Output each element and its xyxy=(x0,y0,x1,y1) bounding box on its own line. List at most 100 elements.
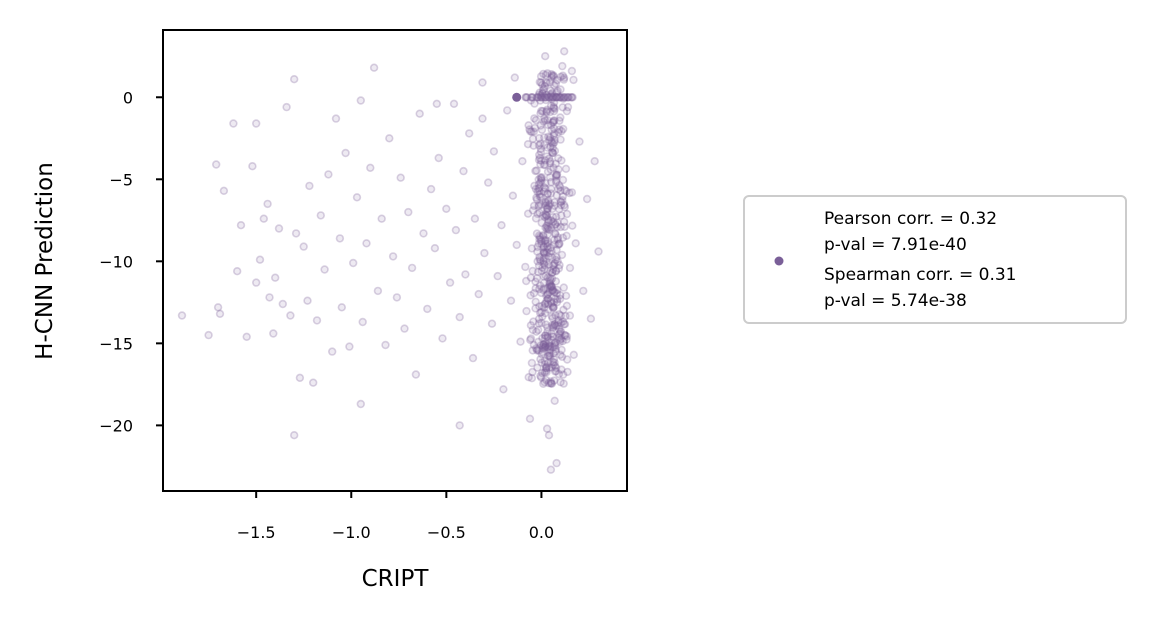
scatter-point xyxy=(547,71,557,80)
scatter-point xyxy=(538,263,547,272)
scatter-point xyxy=(540,93,549,102)
scatter-point xyxy=(561,311,570,321)
scatter-point xyxy=(526,291,535,300)
scatter-point xyxy=(546,91,556,101)
y-tick-label: −10 xyxy=(99,252,133,271)
scatter-point xyxy=(548,343,558,352)
scatter-point xyxy=(533,187,542,197)
scatter-point xyxy=(549,103,558,113)
scatter-point xyxy=(539,117,548,126)
scatter-point xyxy=(543,242,552,251)
y-axis-label: H-CNN Prediction xyxy=(32,162,58,360)
scatter-point xyxy=(568,93,577,102)
scatter-point xyxy=(521,93,531,102)
scatter-point xyxy=(556,85,565,94)
scatter-point xyxy=(465,129,474,138)
scatter-point xyxy=(558,196,567,205)
scatter-point xyxy=(538,347,547,357)
scatter-point xyxy=(559,93,569,102)
scatter-point xyxy=(544,363,554,372)
scatter-point xyxy=(565,188,574,198)
scatter-point xyxy=(534,180,544,189)
scatter-point xyxy=(556,311,565,320)
scatter-point xyxy=(536,341,546,350)
scatter-point xyxy=(545,288,554,297)
scatter-point xyxy=(552,176,561,185)
scatter-point xyxy=(563,93,573,102)
scatter-point xyxy=(459,166,468,176)
scatter-point xyxy=(535,187,544,196)
scatter-point xyxy=(541,341,550,351)
scatter-point xyxy=(542,296,551,305)
scatter-point xyxy=(278,299,287,309)
legend-box xyxy=(743,195,1127,324)
scatter-point xyxy=(548,217,558,226)
x-axis-label: CRIPT xyxy=(362,566,430,592)
scatter-point xyxy=(537,106,546,116)
scatter-point xyxy=(555,125,564,134)
scatter-point xyxy=(550,287,559,297)
scatter-point xyxy=(550,240,559,249)
scatter-point xyxy=(539,247,548,257)
scatter-point xyxy=(282,102,291,112)
scatter-point xyxy=(541,93,551,102)
scatter-point xyxy=(542,224,552,234)
scatter-point xyxy=(547,329,556,338)
scatter-point xyxy=(547,147,557,157)
scatter-point xyxy=(411,370,421,379)
scatter-point xyxy=(567,188,577,197)
scatter-point xyxy=(445,278,455,287)
scatter-point xyxy=(551,266,561,275)
scatter-point xyxy=(373,286,383,296)
scatter-point xyxy=(556,201,566,210)
scatter-point xyxy=(538,211,548,220)
scatter-point xyxy=(543,115,552,125)
scatter-point xyxy=(550,320,559,330)
scatter-point xyxy=(540,236,550,246)
scatter-point xyxy=(269,329,278,338)
scatter-point xyxy=(532,346,542,355)
scatter-point xyxy=(546,157,555,166)
scatter-point xyxy=(548,285,558,295)
scatter-point xyxy=(522,93,532,102)
scatter-point xyxy=(563,93,572,102)
scatter-point xyxy=(541,210,550,219)
scatter-point xyxy=(534,261,544,270)
scatter-point xyxy=(546,276,555,285)
scatter-point xyxy=(478,78,487,87)
scatter-point xyxy=(358,317,367,327)
scatter-point xyxy=(549,98,559,107)
scatter-point xyxy=(562,301,572,310)
scatter-point xyxy=(542,211,551,220)
scatter-point xyxy=(553,218,562,227)
scatter-point xyxy=(539,284,549,293)
scatter-point xyxy=(546,377,555,386)
scatter-point xyxy=(558,192,567,201)
scatter-point xyxy=(569,350,578,359)
scatter-point xyxy=(548,313,557,323)
scatter-point xyxy=(544,351,554,360)
scatter-point xyxy=(540,309,550,318)
scatter-point xyxy=(551,172,561,181)
scatter-point xyxy=(552,245,561,255)
scatter-point xyxy=(539,84,549,94)
scatter-point xyxy=(550,201,559,211)
scatter-point xyxy=(548,93,557,102)
scatter-point xyxy=(543,69,552,78)
scatter-point xyxy=(550,339,559,348)
scatter-point xyxy=(252,119,261,128)
scatter-point xyxy=(550,220,560,230)
scatter-point xyxy=(538,285,548,295)
scatter-point xyxy=(547,93,557,102)
scatter-point xyxy=(548,268,557,277)
scatter-point xyxy=(536,235,545,244)
scatter-point xyxy=(537,174,546,183)
scatter-point xyxy=(536,96,545,105)
scatter-point xyxy=(556,377,565,387)
scatter-point xyxy=(551,363,561,372)
scatter-point xyxy=(545,133,555,142)
scatter-point xyxy=(212,160,221,169)
scatter-point xyxy=(553,93,562,102)
scatter-point xyxy=(529,340,539,350)
y-tick-label: −15 xyxy=(99,334,133,353)
